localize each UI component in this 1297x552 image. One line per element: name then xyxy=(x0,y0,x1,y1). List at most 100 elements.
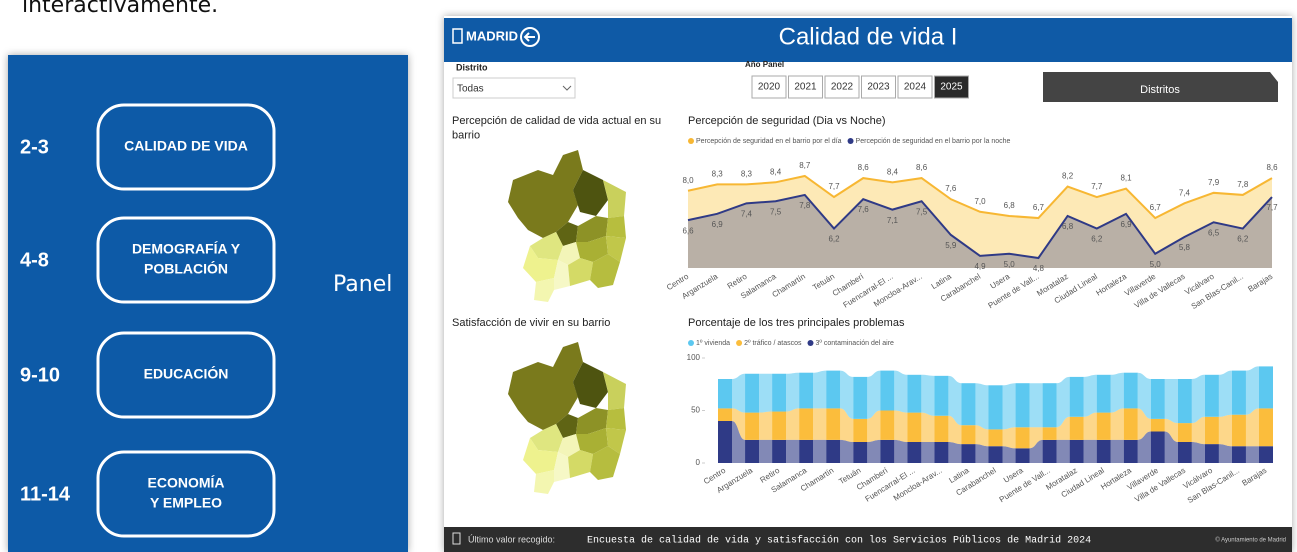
data-label: 6,5 xyxy=(1208,228,1220,237)
year-box[interactable] xyxy=(824,75,860,99)
menu-label[interactable]: EDUCACIÓN xyxy=(144,365,229,382)
dropdown-box[interactable] xyxy=(452,77,576,99)
legend-marker xyxy=(847,138,854,144)
bar-segment xyxy=(1015,427,1030,449)
ribbon xyxy=(894,370,908,413)
ribbon xyxy=(948,415,962,445)
menu-pages[interactable]: 2-3 xyxy=(20,136,49,158)
year-button[interactable]: 2023 xyxy=(861,75,896,99)
back-circle[interactable] xyxy=(520,27,540,47)
data-label: 8,4 xyxy=(770,167,782,176)
back-arrow[interactable] xyxy=(523,32,535,42)
ribbon xyxy=(975,444,989,463)
year-text[interactable]: 2025 xyxy=(940,82,963,93)
legend-marker xyxy=(688,340,694,346)
menu-button[interactable] xyxy=(96,103,276,191)
bar-segment xyxy=(772,439,787,463)
year-box[interactable] xyxy=(897,75,933,99)
data-label: 6,2 xyxy=(1091,235,1103,244)
bar-segment xyxy=(907,374,922,413)
year-box[interactable] xyxy=(861,75,896,99)
year-button[interactable]: 2025 xyxy=(934,75,969,99)
year-button[interactable]: 2021 xyxy=(788,75,823,99)
bar-segment xyxy=(961,425,976,445)
ribbon xyxy=(1029,427,1043,449)
bar-segment xyxy=(1096,412,1111,440)
menu-label[interactable]: ECONOMÍA xyxy=(148,475,225,491)
bar-segment xyxy=(934,442,949,463)
data-label: 8,2 xyxy=(1062,172,1074,181)
menu-pages[interactable]: 9-10 xyxy=(20,364,60,386)
menu-label[interactable]: DEMOGRAFÍA Y xyxy=(132,241,241,257)
year-box[interactable] xyxy=(788,75,823,99)
menu-button[interactable] xyxy=(96,331,276,419)
menu-pages[interactable]: 11-14 xyxy=(20,483,71,505)
menu-item[interactable]: 11-14 ECONOMÍA Y EMPLEO xyxy=(20,450,276,538)
footer-icon xyxy=(452,532,461,545)
menu-label[interactable]: CALIDAD DE VIDA xyxy=(124,138,248,154)
dashboard-title: Calidad de vida I xyxy=(779,23,958,50)
menu-pages[interactable]: 4-8 xyxy=(20,249,49,271)
data-label: 6,2 xyxy=(1237,235,1249,244)
year-text[interactable]: 2020 xyxy=(758,82,781,93)
ribbon xyxy=(1137,408,1151,440)
bar-segment xyxy=(718,379,732,409)
ribbon xyxy=(1083,374,1097,417)
title-line: barrio xyxy=(452,129,480,141)
dropdown-value[interactable]: Todas xyxy=(457,84,484,95)
bar-segment xyxy=(988,446,1003,463)
year-text[interactable]: 2023 xyxy=(867,82,890,93)
data-label: 8,1 xyxy=(1120,174,1132,183)
bar-segment xyxy=(1231,414,1246,447)
data-label: 8,6 xyxy=(916,163,928,172)
menu-label[interactable]: POBLACIÓN xyxy=(144,260,228,277)
menu-item[interactable]: 4-8 DEMOGRAFÍA Y POBLACIÓN xyxy=(20,216,276,304)
year-text[interactable]: 2021 xyxy=(794,82,817,93)
menu-button[interactable] xyxy=(96,216,276,304)
data-label: 6,9 xyxy=(1120,220,1132,229)
ribbon xyxy=(1110,439,1124,463)
year-button[interactable]: 2024 xyxy=(897,75,933,99)
legend-marker xyxy=(736,340,743,346)
year-text[interactable]: 2022 xyxy=(831,82,854,93)
map-title: Percepción de calidad de vida actual en … xyxy=(452,115,661,141)
bar-segment xyxy=(1259,366,1273,409)
legend-label: 3º contaminación del aire xyxy=(816,340,895,347)
year-box[interactable] xyxy=(751,75,787,99)
data-label: 8,3 xyxy=(712,170,724,179)
bar-segment xyxy=(1015,448,1030,463)
ribbon xyxy=(1056,416,1070,440)
data-label: 7,6 xyxy=(945,184,957,193)
year-box[interactable] xyxy=(934,75,969,99)
bar-segment xyxy=(934,415,949,442)
bar-segment xyxy=(1042,439,1057,463)
tab[interactable] xyxy=(1043,72,1278,102)
bar-segment xyxy=(907,442,922,463)
data-label: 8,3 xyxy=(741,170,753,179)
bar-segment xyxy=(907,412,922,442)
ribbon xyxy=(1029,439,1043,463)
ribbon xyxy=(732,373,746,413)
menu-item[interactable]: 2-3 CALIDAD DE VIDA xyxy=(20,103,276,191)
year-button[interactable]: 2022 xyxy=(824,75,860,99)
ribbon xyxy=(1164,379,1178,424)
bar-segment xyxy=(745,439,760,463)
data-label: 6,8 xyxy=(1004,201,1016,210)
year-button[interactable]: 2020 xyxy=(751,75,787,99)
menu-button[interactable] xyxy=(96,450,276,538)
data-label: 8,0 xyxy=(682,176,694,185)
district-dropdown[interactable]: Todas xyxy=(452,77,576,99)
bar-segment xyxy=(961,383,976,426)
data-label: 7,4 xyxy=(1179,188,1191,197)
dropdown-chevron[interactable] xyxy=(562,85,572,91)
menu-label[interactable]: Y EMPLEO xyxy=(150,495,222,511)
bar-segment xyxy=(1150,431,1165,463)
bar-segment xyxy=(1177,379,1192,424)
back-button[interactable] xyxy=(520,27,540,47)
ribbon xyxy=(1218,444,1232,463)
logo-icon xyxy=(452,28,463,44)
menu-item[interactable]: 9-10 EDUCACIÓN xyxy=(20,331,276,419)
year-text[interactable]: 2024 xyxy=(904,82,927,93)
tab-label[interactable]: Distritos xyxy=(1140,84,1180,96)
